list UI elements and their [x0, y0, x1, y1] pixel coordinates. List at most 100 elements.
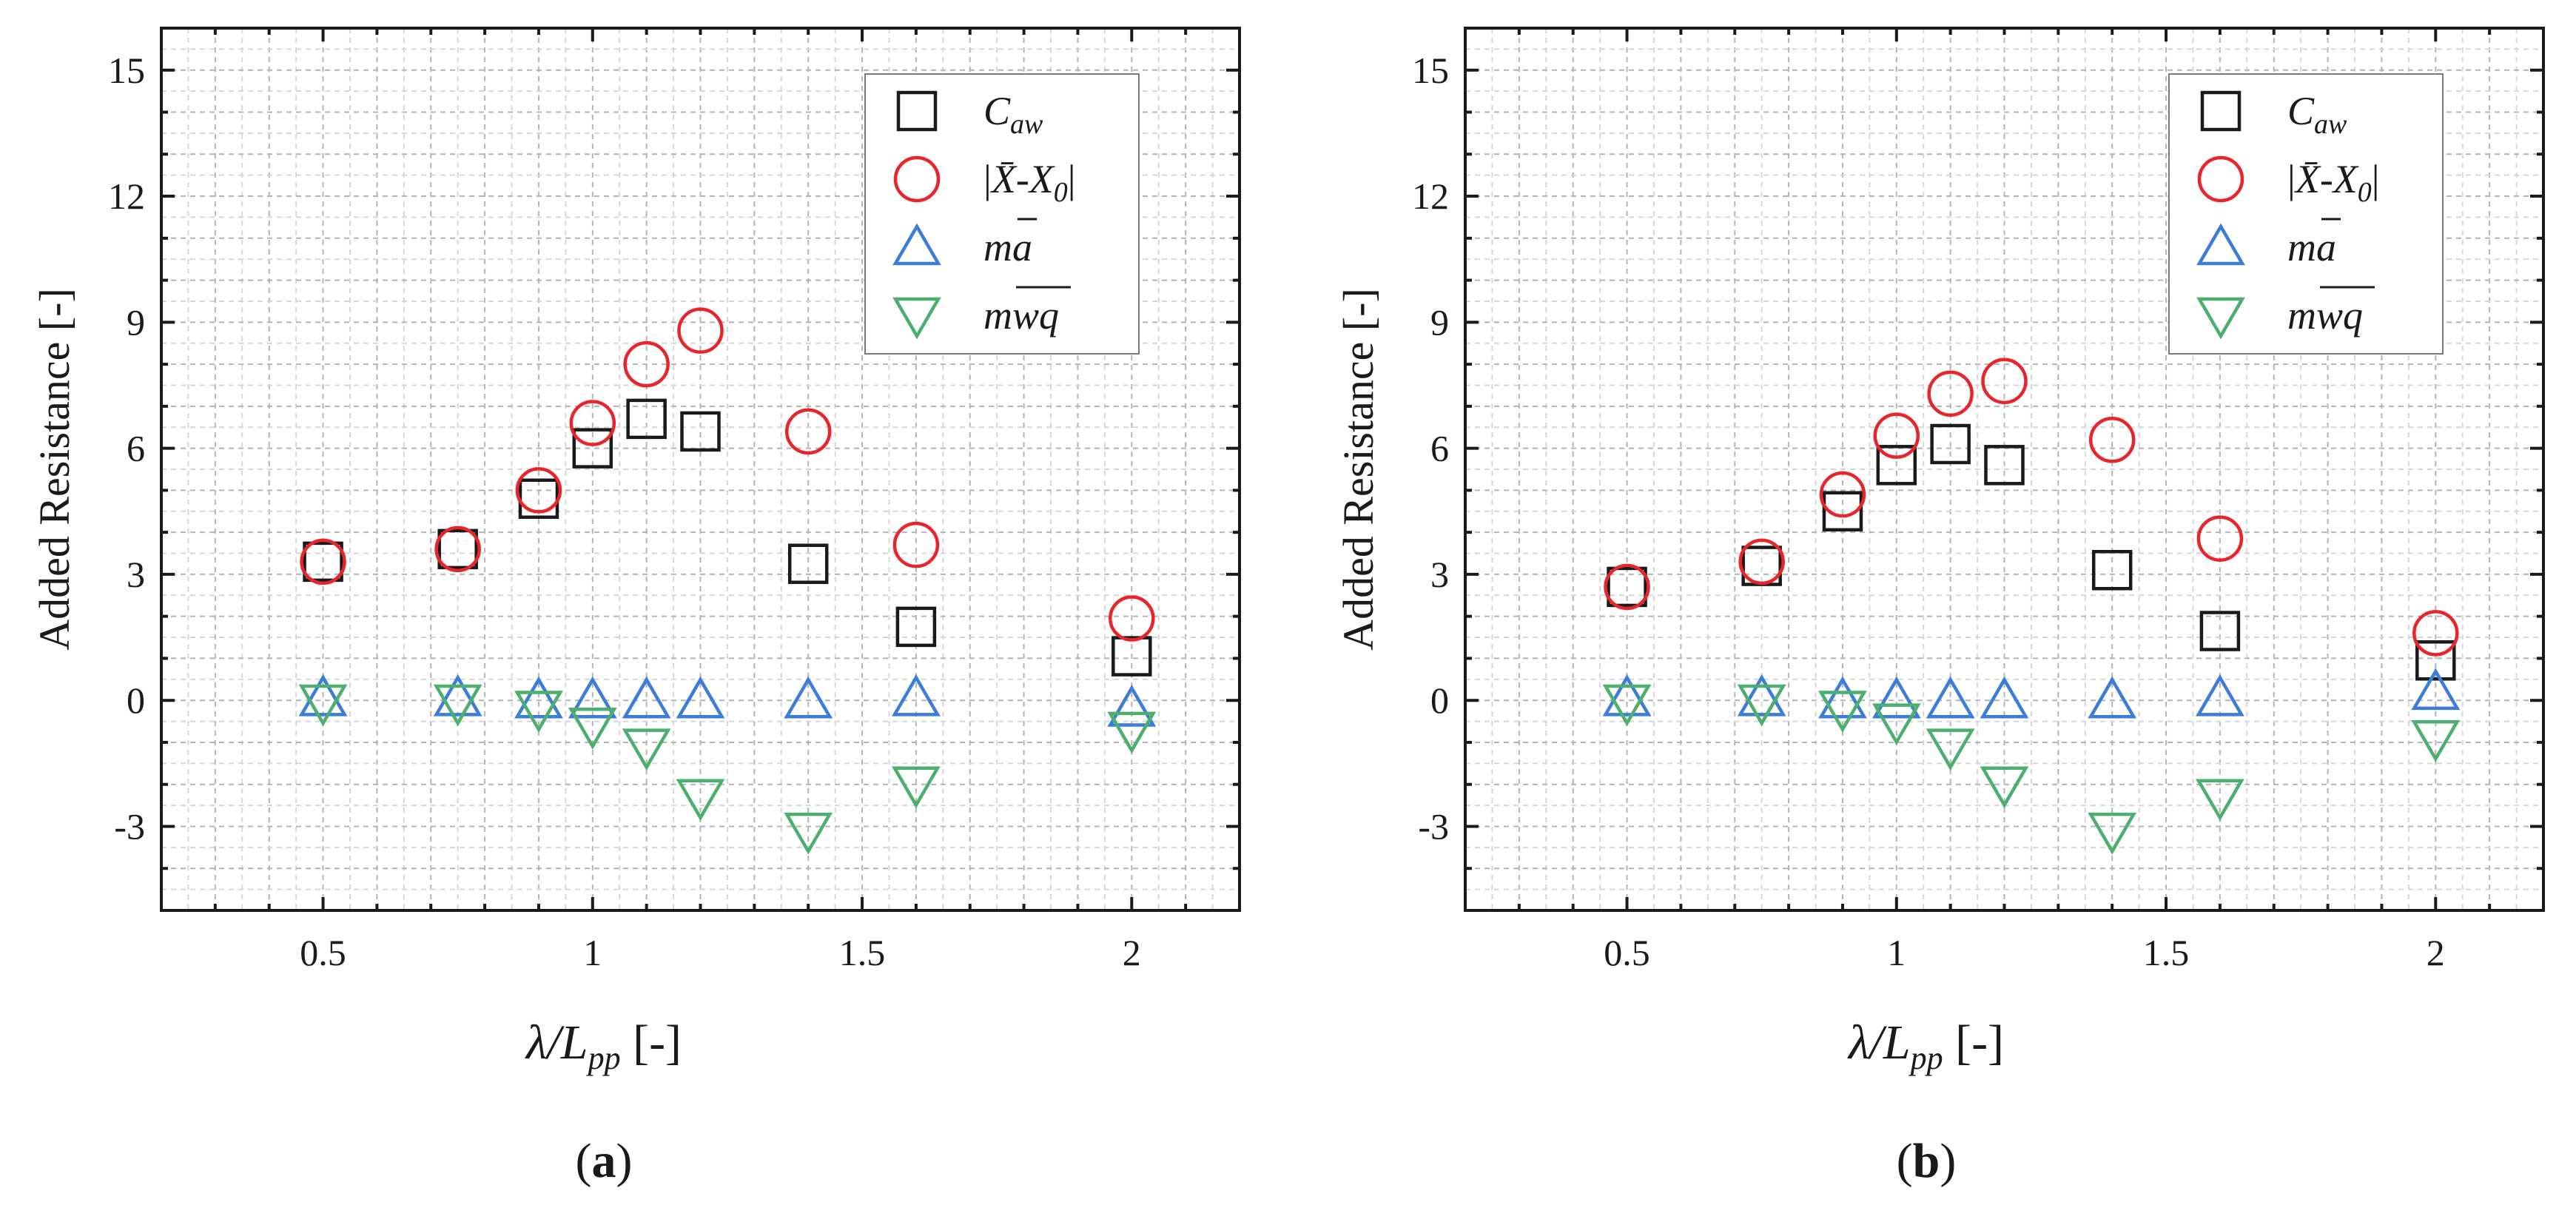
- data-point-triangle-down: [891, 766, 941, 809]
- data-point-triangle-up: [1107, 685, 1157, 727]
- legend-label-main: C: [2287, 89, 2315, 133]
- y-axis-label: Added Resistance [-]: [30, 288, 78, 651]
- y-tick-label: -3: [114, 805, 145, 847]
- x-axis-label: λ/Lpp [-]: [525, 1016, 682, 1076]
- series-triangle-up: [298, 674, 1157, 727]
- x-tick-label: 0.5: [300, 932, 346, 973]
- data-point-triangle-up: [568, 676, 617, 719]
- data-point-triangle-up: [1818, 676, 1867, 719]
- x-axis-label-sub: pp: [1909, 1040, 1943, 1076]
- series-square: [303, 398, 1152, 677]
- data-point-circle: [1927, 370, 1974, 417]
- data-point-triangle-down: [622, 728, 671, 771]
- legend-label: ma: [2287, 225, 2336, 269]
- data-point-circle: [569, 400, 616, 446]
- legend-label-main: mwq: [983, 293, 1059, 338]
- data-point-circle: [300, 538, 346, 585]
- data-point-triangle-down: [1818, 691, 1867, 734]
- data-point-circle: [1819, 471, 1866, 518]
- data-point-circle: [1981, 358, 2028, 405]
- panel-label-close: ): [1940, 1134, 1956, 1188]
- y-axis-label: Added Resistance [-]: [1334, 288, 1382, 651]
- data-point-triangle-down: [2195, 779, 2244, 822]
- x-axis-label-unit: [-]: [621, 1016, 682, 1070]
- data-point-triangle-up: [891, 674, 941, 716]
- legend-label-main: X̄: [990, 157, 1018, 201]
- series-circle: [1604, 358, 2459, 657]
- data-point-triangle-up: [2411, 668, 2461, 711]
- panel-label: (a): [576, 1134, 633, 1188]
- data-point-square: [437, 528, 478, 570]
- data-point-triangle-down: [1107, 711, 1157, 754]
- y-tick-label: 15: [1412, 50, 1449, 91]
- x-tick-label: 0.5: [1604, 932, 1650, 973]
- data-point-triangle-down: [1980, 766, 2029, 809]
- legend-label-pre: |: [983, 157, 992, 201]
- legend-label-main: C: [983, 89, 1011, 133]
- legend-box: [2168, 73, 2444, 355]
- y-tick-label: 0: [127, 679, 145, 721]
- series-triangle-up: [1602, 668, 2461, 719]
- data-point-circle: [892, 521, 940, 568]
- data-point-square: [1822, 491, 1863, 532]
- data-point-circle: [1873, 412, 1920, 459]
- axis-ticks: [1465, 28, 2543, 910]
- data-point-circle: [2412, 610, 2459, 657]
- panel-label: (b): [1897, 1134, 1957, 1188]
- legend-entry: |X̄-X0|: [893, 155, 1076, 208]
- panel-label-open: (: [576, 1134, 592, 1188]
- x-tick-label: 1: [1887, 932, 1906, 973]
- y-tick-label: 12: [108, 175, 145, 217]
- y-tick-label: 9: [1430, 301, 1449, 343]
- data-point-triangle-down: [1737, 684, 1786, 727]
- data-point-circle: [1604, 563, 1650, 611]
- legend-label: ma: [983, 225, 1032, 269]
- legend-box: [864, 73, 1140, 355]
- legend-label-sub: aw: [1010, 109, 1043, 140]
- x-tick-label: 1: [583, 932, 602, 973]
- data-point-circle: [2088, 417, 2136, 463]
- data-point-triangle-up: [298, 674, 348, 716]
- x-axis-label-main: λ/L: [1847, 1016, 1911, 1070]
- legend-label: mwq: [2287, 293, 2363, 338]
- data-point-triangle-up: [2195, 674, 2244, 716]
- data-point-square: [1876, 445, 1917, 486]
- data-point-circle: [623, 340, 670, 388]
- legend-entry: ma: [2196, 218, 2341, 269]
- x-tick-label: 1.5: [2143, 932, 2190, 973]
- panel-label-letter: b: [1913, 1134, 1940, 1188]
- legend-label-sub: 0: [1054, 177, 1068, 208]
- series-triangle-down: [1602, 684, 2461, 855]
- legend-marker-triangle-down: [2196, 297, 2245, 340]
- legend-entry: Caw: [896, 89, 1043, 140]
- data-point-square: [2199, 611, 2241, 651]
- y-tick-label: -3: [1418, 805, 1449, 847]
- legend-label: Caw: [2287, 89, 2347, 140]
- data-point-triangle-down: [784, 812, 833, 855]
- legend-label-main: mwq: [2287, 293, 2363, 338]
- data-point-circle: [434, 526, 481, 573]
- legend-label-post: |: [1068, 157, 1076, 201]
- x-axis-label-sub: pp: [586, 1040, 621, 1076]
- legend-label-sub: 0: [2358, 177, 2372, 208]
- x-tick-label: 2: [2427, 932, 2445, 973]
- data-point-square: [1112, 636, 1152, 677]
- legend-label: |X̄-X0|: [2287, 157, 2380, 208]
- data-point-square: [572, 428, 613, 469]
- panel-b: 0.5 1 1.5 2 -3 0 3 6 9 12 15 Added Resistance [-] λ/…: [1334, 27, 2545, 1188]
- legend-marker-triangle-up: [892, 223, 941, 266]
- y-tick-label: 6: [127, 428, 145, 469]
- x-axis-label: λ/Lpp [-]: [1847, 1016, 2004, 1076]
- y-tick-label: 12: [1412, 175, 1449, 217]
- legend: Caw |X̄-X0| ma mwq: [864, 73, 1140, 355]
- legend-marker-square: [2200, 90, 2242, 132]
- y-tick-label: 3: [1430, 554, 1449, 595]
- legend-entry: mwq: [892, 286, 1071, 340]
- data-point-square: [1607, 566, 1647, 608]
- legend-label-pre: |: [2287, 157, 2296, 201]
- legend-label-main: ma: [983, 225, 1032, 269]
- legend-marker-circle: [2197, 155, 2244, 203]
- data-point-triangle-up: [676, 676, 725, 719]
- data-point-triangle-down: [2411, 720, 2461, 762]
